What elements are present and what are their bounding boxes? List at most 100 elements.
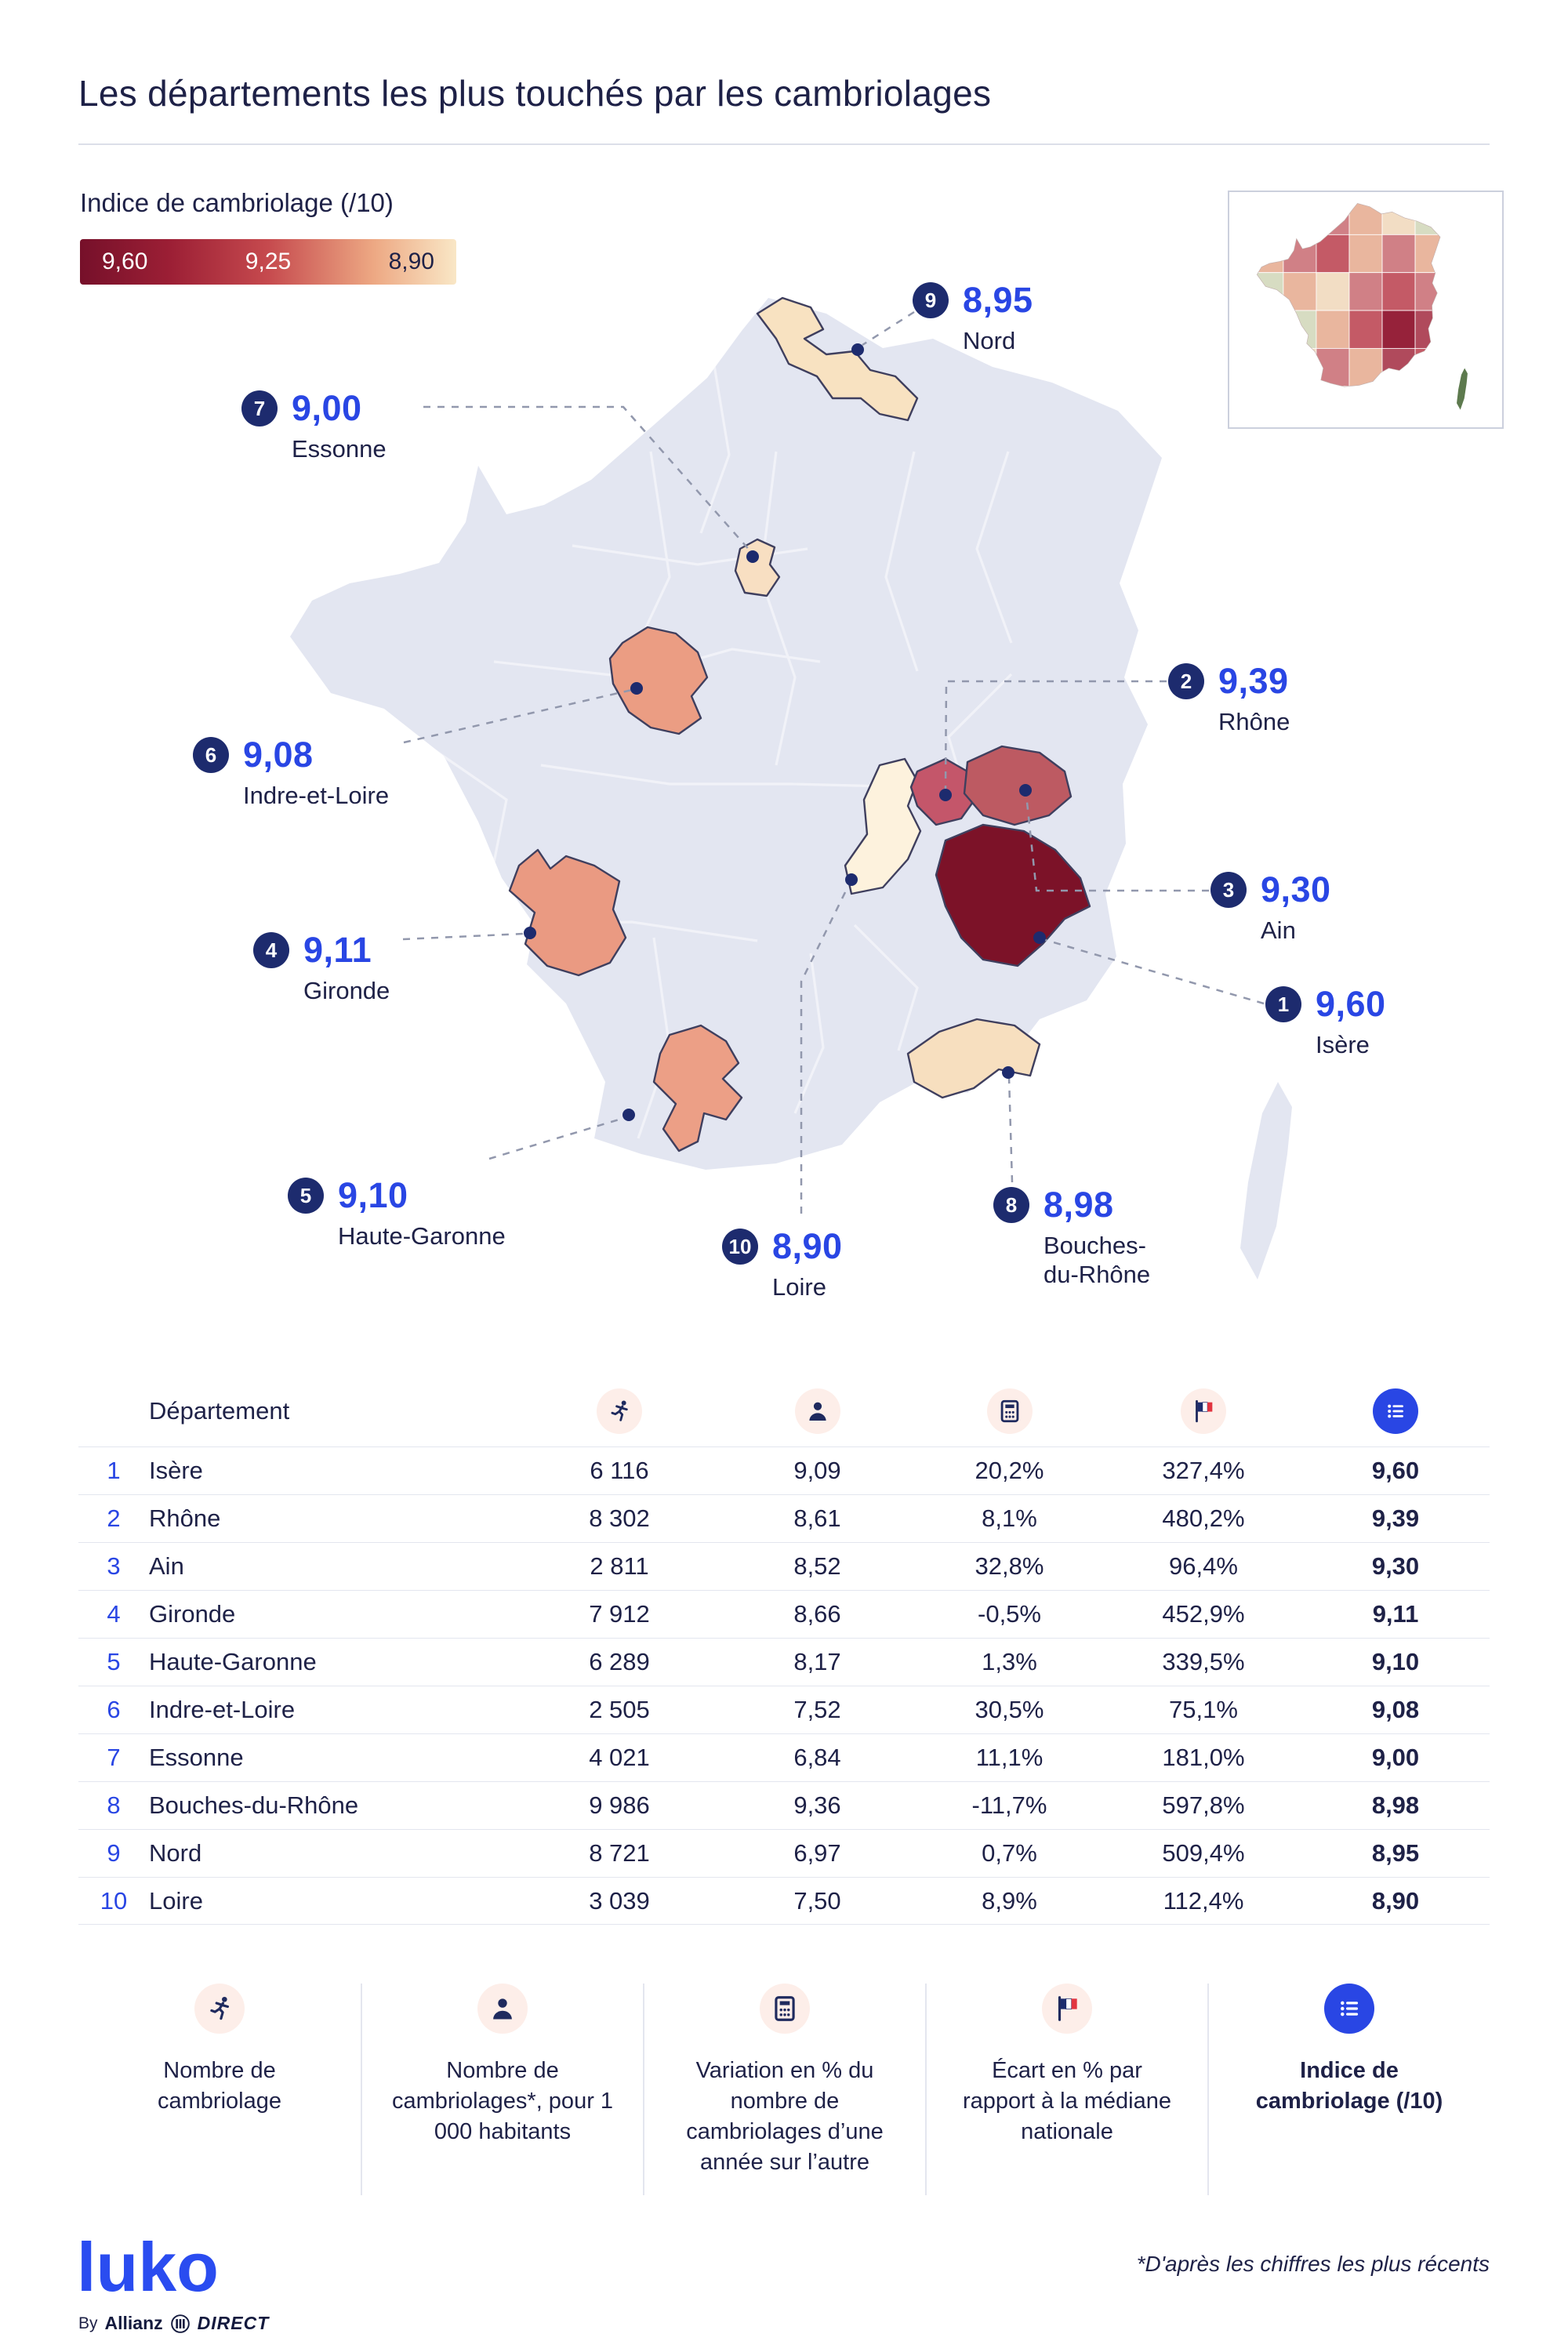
row-median-gap: 112,4%: [1163, 1886, 1244, 1915]
legend-item-index: Indice de cambriolage (/10): [1207, 1984, 1490, 2195]
row-median-gap: 597,8%: [1162, 1791, 1245, 1819]
row-rank: 4: [107, 1600, 121, 1628]
table-row: 9 Nord 8 721 6,97 0,7% 509,4% 8,95: [78, 1829, 1490, 1877]
row-department: Isère: [149, 1457, 203, 1484]
row-variation: 11,1%: [975, 1744, 1044, 1771]
callout-department: Indre-et-Loire: [243, 782, 390, 809]
row-department: Ain: [149, 1552, 184, 1580]
scale-max-label: 9,60: [102, 249, 148, 274]
page-title: Les départements les plus touchés par le…: [78, 73, 992, 114]
callout-department: Essonne: [292, 435, 387, 463]
callout-score: 8,98: [1044, 1185, 1114, 1225]
table-row: 2 Rhône 8 302 8,61 8,1% 480,2% 9,39: [78, 1494, 1490, 1542]
allianz-logo-icon: [170, 2314, 190, 2333]
scale-min-label: 8,90: [388, 249, 434, 274]
scale-legend-title: Indice de cambriolage (/10): [80, 188, 394, 217]
row-rank: 6: [107, 1696, 121, 1723]
row-variation: -0,5%: [978, 1600, 1041, 1628]
department-haute-garonne: [652, 1024, 743, 1152]
row-department: Loire: [149, 1886, 203, 1915]
row-department: Gironde: [149, 1600, 236, 1628]
legend-label: Indice de cambriolage (/10): [1255, 2058, 1443, 2114]
runner-icon: [194, 1984, 245, 2034]
callout-department: Rhône: [1218, 708, 1290, 735]
row-rank: 10: [100, 1886, 128, 1915]
table-row: 10 Loire 3 039 7,50 8,9% 112,4% 8,90: [78, 1877, 1490, 1925]
byline-direct: DIRECT: [197, 2313, 270, 2333]
row-department: Nord: [149, 1839, 202, 1867]
callout-score: 9,30: [1261, 869, 1331, 909]
callout-department: Ain: [1261, 916, 1296, 944]
row-median-gap: 339,5%: [1162, 1648, 1245, 1675]
map-callout-bouches-du-rhone: 8 8,98 Bouches- du-Rhône: [993, 1187, 1150, 1289]
table-row: 6 Indre-et-Loire 2 505 7,52 30,5% 75,1% …: [78, 1686, 1490, 1733]
callout-department: Haute-Garonne: [338, 1222, 506, 1250]
footnote: *D'après les chiffres les plus récents: [1136, 2252, 1490, 2276]
row-department: Rhône: [149, 1504, 221, 1532]
department-indre-et-loire: [608, 626, 709, 735]
row-variation: 20,2%: [975, 1457, 1044, 1484]
title-divider: [78, 143, 1490, 145]
luko-logo: luko: [77, 2228, 219, 2306]
row-burglaries: 9 986: [589, 1791, 650, 1819]
map-callout-isere: 1 9,60 Isère: [1265, 986, 1386, 1059]
table-row: 5 Haute-Garonne 6 289 8,17 1,3% 339,5% 9…: [78, 1638, 1490, 1686]
row-department: Haute-Garonne: [149, 1648, 317, 1675]
row-burglaries: 6 289: [589, 1648, 650, 1675]
legend-item-burglaries: Nombre de cambriolage: [78, 1984, 361, 2195]
rank-badge: 5: [288, 1178, 324, 1214]
person-icon: [477, 1984, 528, 2034]
row-burglaries: 2 505: [589, 1696, 650, 1723]
ranking-table: Département: [78, 1376, 1490, 1925]
median-gap-flag-icon: [1181, 1388, 1226, 1434]
callout-score: 9,00: [292, 388, 362, 428]
table-row: 3 Ain 2 811 8,52 32,8% 96,4% 9,30: [78, 1542, 1490, 1590]
row-rank: 5: [107, 1648, 121, 1675]
map-callout-ain: 3 9,30 Ain: [1210, 872, 1331, 945]
scale-gradient-bar: 9,60 9,25 8,90: [80, 239, 456, 285]
row-variation: 8,1%: [982, 1504, 1037, 1532]
callout-department: Gironde: [303, 977, 390, 1004]
row-index: 9,10: [1371, 1648, 1420, 1675]
map-callout-rhone: 2 9,39 Rhône: [1168, 663, 1290, 736]
department-column-header: Département: [149, 1397, 290, 1425]
row-per-1000: 8,52: [793, 1552, 841, 1580]
department-essonne: [734, 538, 781, 597]
legend-item-variation: Variation en % du nombre de cambriolages…: [643, 1984, 925, 2195]
table-header: Département: [78, 1376, 1490, 1446]
row-burglaries: 6 116: [590, 1457, 649, 1484]
row-index: 9,60: [1371, 1457, 1420, 1484]
map-callout-gironde: 4 9,11 Gironde: [253, 932, 390, 1005]
row-per-1000: 9,09: [793, 1457, 841, 1484]
department-gironde: [508, 848, 627, 977]
row-per-1000: 7,52: [793, 1696, 841, 1723]
callout-department: Loire: [772, 1273, 826, 1301]
row-department: Bouches-du-Rhône: [149, 1791, 359, 1819]
row-median-gap: 452,9%: [1162, 1600, 1245, 1628]
callout-score: 9,08: [243, 735, 314, 775]
row-burglaries: 2 811: [590, 1552, 649, 1580]
callout-score: 8,90: [772, 1226, 843, 1266]
row-variation: 8,9%: [982, 1886, 1037, 1915]
row-median-gap: 480,2%: [1162, 1504, 1245, 1532]
row-burglaries: 7 912: [589, 1600, 650, 1628]
row-median-gap: 327,4%: [1162, 1457, 1245, 1484]
row-variation: 0,7%: [982, 1839, 1037, 1867]
row-index: 9,08: [1371, 1696, 1420, 1723]
row-department: Essonne: [149, 1744, 244, 1771]
row-department: Indre-et-Loire: [149, 1696, 296, 1723]
callout-score: 9,60: [1316, 984, 1386, 1024]
table-row: 1 Isère 6 116 9,09 20,2% 327,4% 9,60: [78, 1446, 1490, 1494]
row-index: 8,98: [1371, 1791, 1420, 1819]
row-index: 9,11: [1372, 1600, 1419, 1628]
list-icon: [1324, 1984, 1374, 2034]
row-per-1000: 8,66: [793, 1600, 841, 1628]
callout-department: Bouches- du-Rhône: [1044, 1232, 1151, 1288]
variation-icon: [986, 1388, 1033, 1434]
department-bouches-du-rhone: [906, 1018, 1041, 1099]
callout-score: 9,10: [338, 1175, 408, 1215]
row-rank: 7: [107, 1744, 121, 1771]
rank-badge: 6: [193, 737, 229, 773]
legend-label: Nombre de cambriolages*, pour 1 000 habi…: [391, 2058, 614, 2144]
map-callout-loire: 10 8,90 Loire: [722, 1229, 843, 1301]
